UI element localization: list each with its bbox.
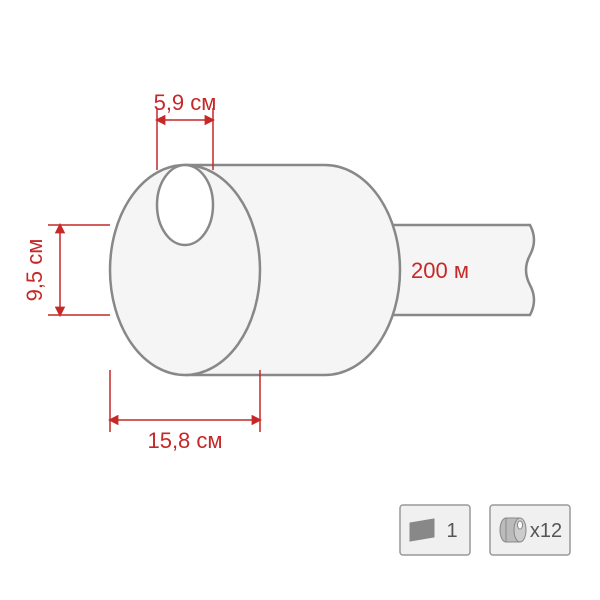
roll-icon bbox=[500, 518, 526, 542]
dim-roll-diameter: 15,8 см bbox=[110, 370, 260, 453]
dim-roll-height: 9,5 см bbox=[22, 225, 110, 315]
info-count: x12 bbox=[490, 505, 570, 555]
info-ply-label: 1 bbox=[446, 520, 457, 542]
dimension-diagram: 5,9 см 9,5 см 15,8 см 200 м 1 x12 bbox=[0, 0, 600, 600]
dim-roll-height-label: 9,5 см bbox=[22, 239, 47, 302]
info-ply: 1 bbox=[400, 505, 470, 555]
dim-roll-diameter-label: 15,8 см bbox=[147, 428, 222, 453]
roll-body bbox=[110, 165, 400, 375]
dim-length-label: 200 м bbox=[411, 258, 469, 283]
dim-core-width: 5,9 см bbox=[154, 90, 217, 170]
info-count-label: x12 bbox=[530, 520, 562, 542]
sheet-icon bbox=[410, 519, 434, 541]
dim-core-width-label: 5,9 см bbox=[154, 90, 217, 115]
